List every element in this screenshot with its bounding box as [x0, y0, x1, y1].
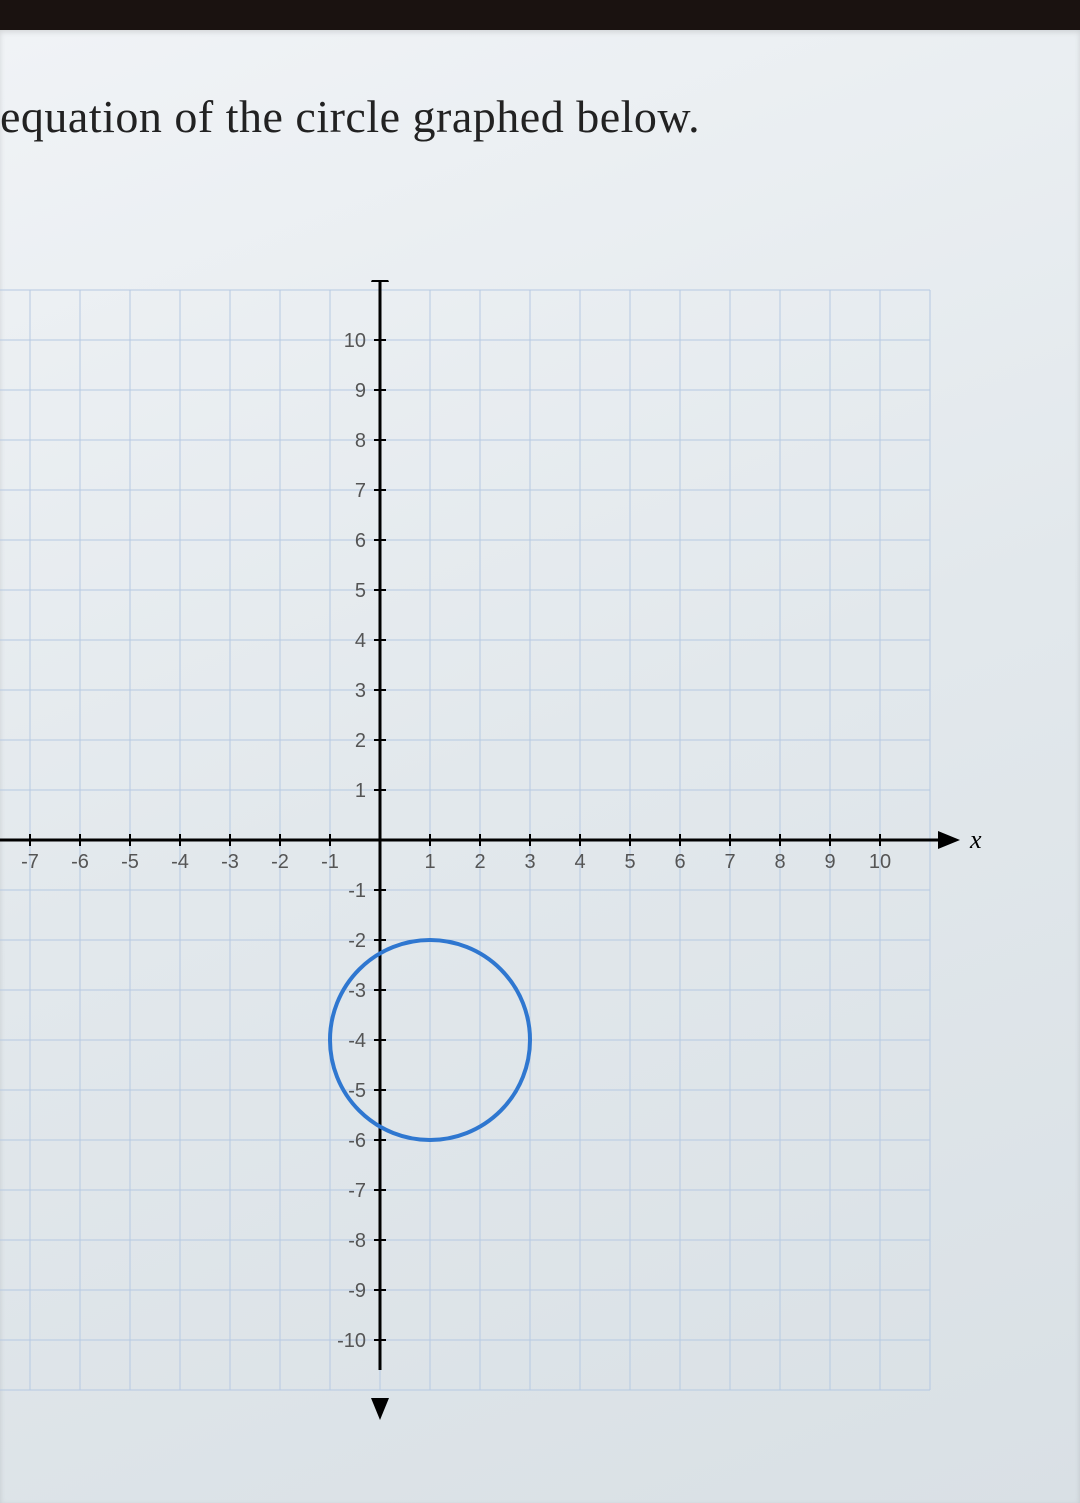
svg-text:5: 5	[624, 851, 635, 873]
svg-text:9: 9	[355, 380, 366, 402]
svg-text:-8: -8	[348, 1230, 366, 1252]
svg-text:2: 2	[474, 851, 485, 873]
svg-text:-9: -9	[348, 1280, 366, 1302]
svg-text:3: 3	[355, 680, 366, 702]
grid-svg: -7 -6 -5 -4 -3 -2 -1 1 2 3 4 5 6 7 8 9 10 10 9 8 7 6 5 4 3 2 1 -1 -2…	[0, 280, 1080, 1480]
svg-text:-1: -1	[348, 880, 366, 902]
svg-text:-4: -4	[171, 851, 189, 873]
svg-text:1: 1	[355, 780, 366, 802]
svg-text:3: 3	[524, 851, 535, 873]
page-root: equation of the circle graphed below. -7…	[0, 0, 1080, 1503]
svg-text:-2: -2	[348, 930, 366, 952]
svg-text:-2: -2	[271, 851, 289, 873]
svg-text:-7: -7	[21, 851, 39, 873]
svg-text:-6: -6	[348, 1130, 366, 1152]
svg-text:-6: -6	[71, 851, 89, 873]
svg-text:-7: -7	[348, 1180, 366, 1202]
svg-text:-3: -3	[348, 980, 366, 1002]
paper-sheet: equation of the circle graphed below. -7…	[0, 30, 1080, 1503]
svg-text:-3: -3	[221, 851, 239, 873]
svg-text:10: 10	[869, 851, 891, 873]
svg-text:7: 7	[724, 851, 735, 873]
svg-text:5: 5	[355, 580, 366, 602]
svg-text:x: x	[969, 825, 982, 854]
svg-text:-1: -1	[321, 851, 339, 873]
svg-text:7: 7	[355, 480, 366, 502]
svg-text:4: 4	[574, 851, 585, 873]
svg-text:-5: -5	[121, 851, 139, 873]
svg-text:6: 6	[674, 851, 685, 873]
svg-text:2: 2	[355, 730, 366, 752]
svg-text:1: 1	[424, 851, 435, 873]
svg-text:-10: -10	[337, 1330, 366, 1352]
svg-text:10: 10	[344, 330, 366, 352]
question-title: equation of the circle graphed below.	[0, 90, 1080, 143]
svg-text:8: 8	[774, 851, 785, 873]
svg-text:4: 4	[355, 630, 366, 652]
svg-text:6: 6	[355, 530, 366, 552]
svg-text:8: 8	[355, 430, 366, 452]
coordinate-grid: -7 -6 -5 -4 -3 -2 -1 1 2 3 4 5 6 7 8 9 10 10 9 8 7 6 5 4 3 2 1 -1 -2…	[0, 280, 1080, 1480]
svg-text:9: 9	[824, 851, 835, 873]
svg-text:-4: -4	[348, 1030, 366, 1052]
